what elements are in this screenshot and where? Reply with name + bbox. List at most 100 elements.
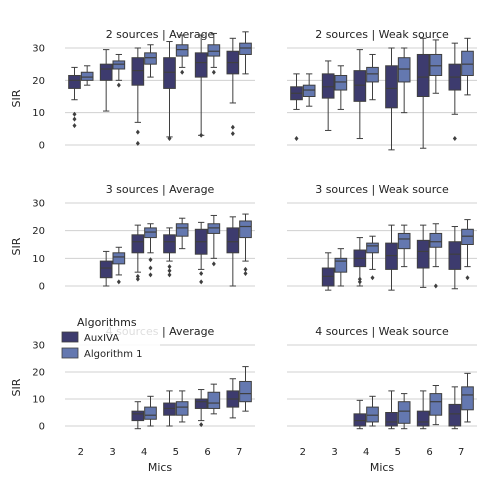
panel-5-box-5-algorithm1: [397, 401, 411, 424]
panel-5-xtick-label: 2: [300, 447, 306, 458]
panel-1-box-5-algorithm1: [397, 57, 411, 83]
panel-0-box-5-algorithm1-outlier: [180, 69, 185, 75]
panel-3-box-3-auxiva: [321, 267, 335, 287]
panel-2-box-6-auxiva-outlier: [199, 271, 204, 277]
panel-0-box-4-auxiva: [131, 57, 145, 86]
panel-3-title: 3 sources | Weak source: [315, 183, 449, 196]
panel-4-box-7-algorithm1: [239, 380, 252, 403]
panel-3-box-4-auxiva-outlier: [357, 279, 362, 285]
panel-0-box-5-auxiva: [163, 57, 176, 89]
panel-2-box-3-auxiva: [99, 260, 113, 279]
panel-5-title: 4 sources | Weak source: [315, 325, 449, 338]
panel-0-ylabel: SIR: [10, 89, 23, 107]
panel-5-xtick-label: 4: [363, 447, 369, 458]
panel-1-box-7-algorithm1: [461, 50, 474, 76]
panel-0-box-6-auxiva: [194, 52, 208, 78]
panel-2-box-7-algorithm1: [239, 220, 252, 239]
panel-2-box-4-auxiva-outlier: [135, 273, 140, 279]
panel-4-box-5-auxiva: [163, 402, 176, 416]
panel-0-box-4-algorithm1: [144, 52, 157, 65]
panel-5-box-4-algorithm1: [366, 406, 379, 423]
panel-3-box-7-algorithm1-outlier: [465, 275, 470, 281]
panel-4-box-5-algorithm1: [175, 401, 189, 416]
panel-0-box-2-auxiva: [68, 74, 81, 89]
panel-3-box-4-algorithm1: [366, 242, 379, 254]
panel-0-ytick-label: 10: [32, 108, 45, 119]
panel-5-xlabel: Mics: [370, 461, 395, 474]
panel-2-ylabel: SIR: [10, 237, 23, 255]
panel-1-box-3-auxiva: [321, 73, 335, 99]
panel-4-ytick-label: 20: [32, 368, 45, 379]
panel-2-box-6-algorithm1: [207, 223, 221, 234]
panel-2-box-5-auxiva: [163, 234, 176, 254]
panel-5-box-7-algorithm1: [461, 386, 474, 411]
panel-3-box-6-algorithm1: [429, 232, 443, 248]
legend-label-0: AuxIVA: [84, 333, 119, 344]
panel-2-title: 3 sources | Average: [106, 183, 215, 196]
panel-4-xtick-label: 5: [173, 447, 179, 458]
panel-0-box-5-algorithm1: [175, 44, 189, 57]
panel-1-box-4-auxiva: [353, 70, 367, 102]
panel-4-xtick-label: 4: [141, 447, 147, 458]
panel-1-box-7-auxiva-outlier: [452, 136, 457, 142]
panel-2-box-4-algorithm1-outlier: [148, 257, 153, 263]
panel-5-xtick-label: 6: [426, 447, 432, 458]
panel-1-title: 2 sources | Weak source: [315, 28, 449, 41]
panel-1-box-3-algorithm1: [334, 74, 348, 91]
panel-5-box-7-auxiva: [448, 403, 462, 427]
panel-3-box-4-algorithm1-outlier: [370, 275, 375, 281]
panel-2-box-5-algorithm1: [175, 223, 189, 237]
panel-4-xtick-label: 7: [236, 447, 242, 458]
legend-title: Algorithms: [77, 316, 137, 329]
panel-5-box-6-algorithm1: [429, 393, 443, 416]
panel-1-box-2-algorithm1: [302, 84, 316, 98]
panel-1-box-2-auxiva-outlier: [294, 136, 299, 142]
panel-5-box-4-auxiva: [353, 413, 367, 427]
panel-0-box-2-auxiva-outlier: [72, 123, 77, 129]
panel-0-box-3-auxiva: [99, 63, 113, 81]
panel-5-box-6-auxiva: [416, 410, 430, 427]
panel-2-box-6-algorithm1-outlier: [211, 261, 216, 267]
panel-5-xtick-label: 7: [458, 447, 464, 458]
panel-0-ytick-label: 30: [32, 44, 45, 55]
panel-4-xtick-label: 3: [109, 447, 115, 458]
panel-2-box-7-algorithm1-outlier: [243, 271, 248, 277]
panel-4-box-4-algorithm1: [144, 406, 157, 420]
legend-label-1: Algorithm 1: [84, 349, 143, 360]
panel-0-box-7-auxiva-outlier: [230, 124, 235, 130]
panel-4-xlabel: Mics: [148, 461, 173, 474]
panel-0-box-3-algorithm1-outlier: [116, 82, 121, 88]
panel-4-ytick-label: 10: [32, 395, 45, 406]
panel-4-box-6-auxiva-outlier: [199, 422, 204, 428]
panel-1-box-5-auxiva: [385, 65, 398, 109]
panel-3-box-7-algorithm1: [461, 228, 474, 246]
panel-0-box-6-algorithm1: [207, 44, 221, 57]
panel-1-box-4-algorithm1: [366, 66, 379, 83]
panel-2-box-4-algorithm1-outlier: [148, 272, 153, 278]
panel-5-box-5-auxiva: [385, 412, 398, 427]
panel-3-box-4-auxiva-outlier: [357, 276, 362, 282]
legend-swatch-1: [61, 347, 79, 359]
panel-2-box-3-algorithm1-outlier: [116, 279, 121, 285]
panel-2-box-6-auxiva-outlier: [199, 279, 204, 285]
panel-3-box-5-auxiva: [385, 242, 398, 270]
panel-2-ytick-label: 20: [32, 226, 45, 237]
panel-2-ytick-label: 0: [39, 282, 45, 293]
panel-4-box-4-auxiva: [131, 410, 145, 422]
panel-4-ylabel: SIR: [10, 378, 23, 396]
panel-0-box-6-algorithm1-outlier: [211, 69, 216, 75]
panel-0-box-4-auxiva-outlier: [135, 140, 140, 146]
panel-2-box-5-auxiva-outlier: [167, 268, 172, 274]
panel-3-box-7-auxiva: [448, 241, 462, 270]
panel-4-box-6-algorithm1: [207, 391, 221, 409]
panel-0-box-7-algorithm1: [239, 42, 252, 55]
panel-0-box-7-auxiva-outlier: [230, 131, 235, 137]
panel-1-box-6-algorithm1: [429, 53, 443, 76]
panel-5-xtick-label: 5: [395, 447, 401, 458]
panel-5-xtick-label: 3: [331, 447, 337, 458]
panel-1-box-6-auxiva: [416, 53, 430, 97]
panel-2-ytick-label: 10: [32, 254, 45, 265]
panel-4-xtick-label: 2: [78, 447, 84, 458]
panel-2-box-3-algorithm1: [112, 252, 126, 265]
